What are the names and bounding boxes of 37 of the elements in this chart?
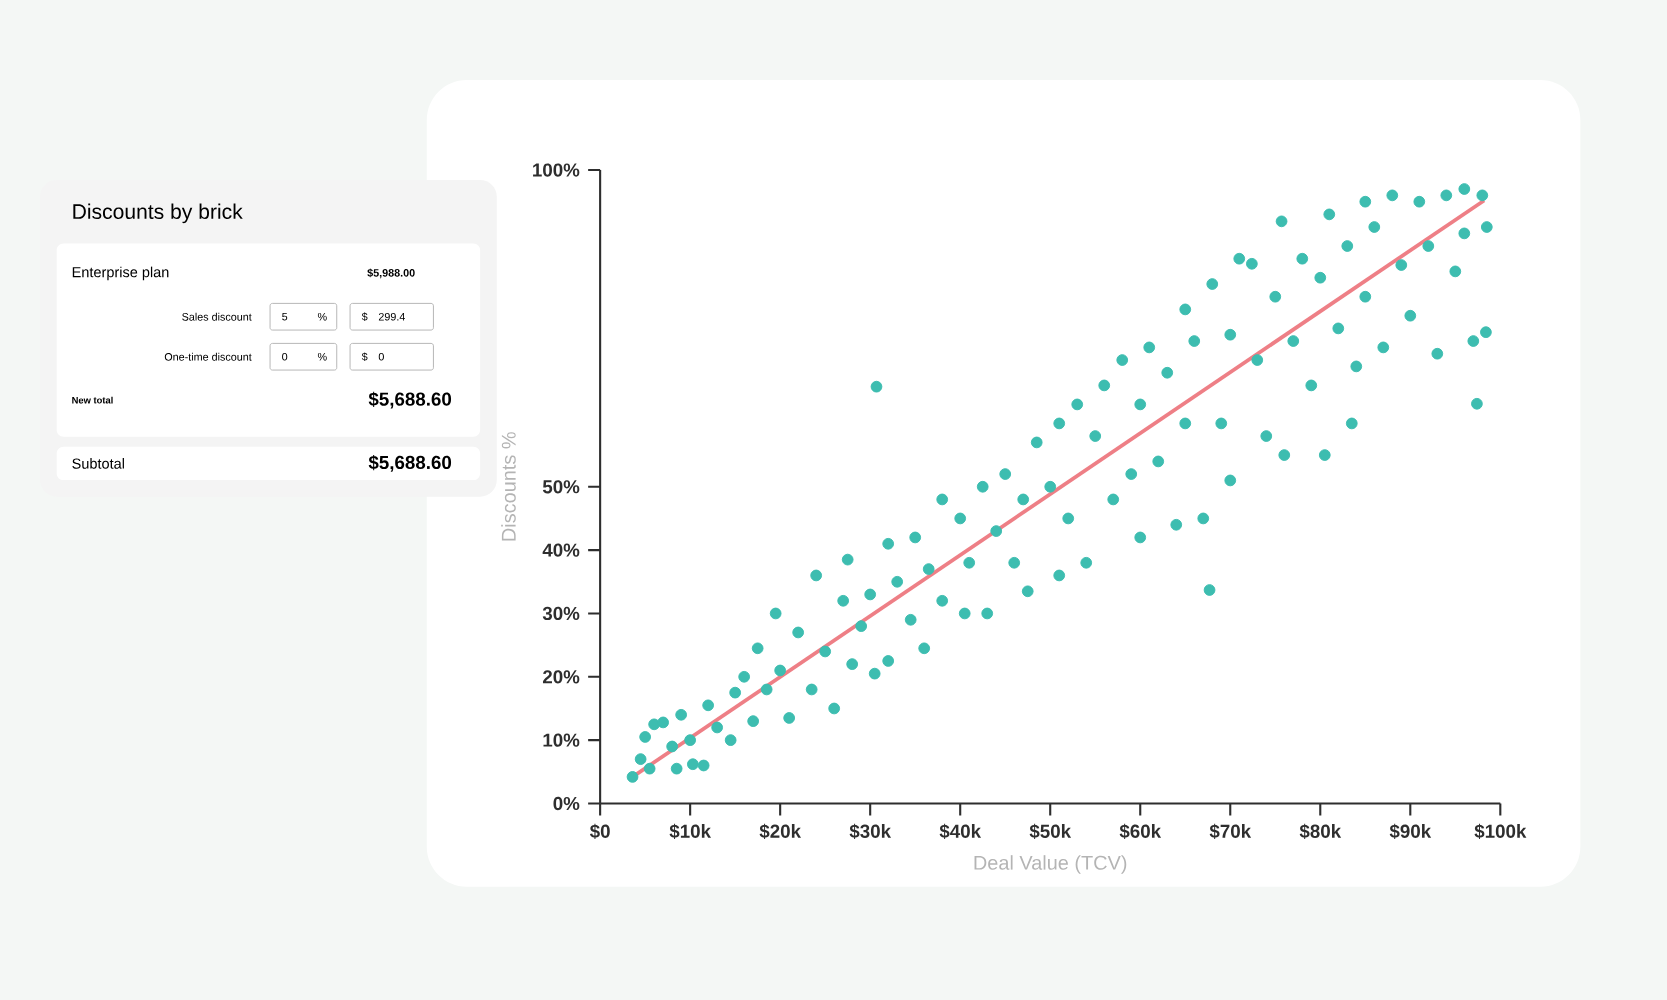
text: $5,688.60 — [368, 391, 452, 409]
text: $ — [361, 352, 368, 361]
text: $5,688.60 — [368, 454, 452, 472]
text: $ — [361, 312, 368, 321]
text: % — [317, 352, 327, 361]
y-tick-label: 50% — [542, 480, 580, 494]
x-tick-label: $10k — [669, 823, 711, 839]
y-tick-label: 30% — [542, 606, 580, 621]
text: 0 — [282, 352, 288, 361]
text: % — [317, 312, 327, 321]
text: Discounts by brick — [73, 203, 243, 224]
x-tick-label: $0 — [589, 823, 610, 839]
x-tick-label: $70k — [1209, 823, 1252, 839]
y-tick-label: 100% — [533, 163, 580, 177]
x-tick-label: $60k — [1119, 823, 1162, 839]
text: $5,988.00 — [367, 268, 415, 279]
y-axis-title: Discounts % — [501, 432, 516, 541]
x-tick-label: $50k — [1029, 823, 1072, 839]
text: 0 — [378, 352, 384, 361]
text: New total — [72, 396, 113, 404]
x-tick-label: $30k — [849, 823, 892, 839]
y-tick-label: 0% — [553, 796, 580, 811]
y-tick-label: 10% — [543, 733, 580, 747]
x-tick-label: $80k — [1299, 823, 1342, 839]
text: 299.4 — [378, 312, 405, 321]
x-tick-label: $20k — [759, 823, 802, 839]
x-tick-label: $40k — [939, 823, 982, 839]
y-tick-label: 40% — [542, 543, 580, 557]
y-tick-label: 20% — [542, 670, 580, 684]
text: Enterprise plan — [72, 266, 169, 281]
x-axis-title: Deal Value (TCV) — [974, 855, 1127, 874]
text: 5 — [282, 312, 288, 321]
x-tick-label: $100k — [1474, 823, 1527, 839]
text: Sales discount — [182, 312, 252, 321]
text: One-time discount — [164, 352, 252, 361]
text: Subtotal — [72, 458, 124, 469]
x-tick-label: $90k — [1389, 823, 1432, 839]
